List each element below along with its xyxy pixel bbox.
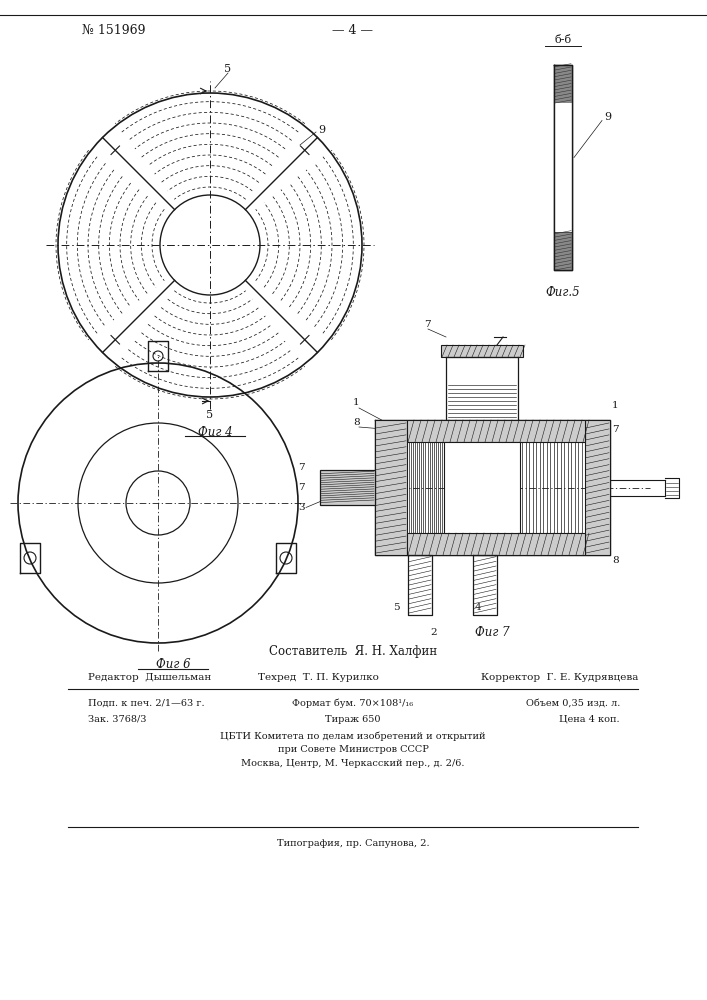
Text: Фиг 7: Фиг 7 <box>474 626 509 640</box>
Text: Фиг.5: Фиг.5 <box>546 286 580 298</box>
Text: 7: 7 <box>424 320 431 329</box>
Text: Типография, пр. Сапунова, 2.: Типография, пр. Сапунова, 2. <box>276 838 429 848</box>
Text: 9: 9 <box>318 125 325 135</box>
Text: Составитель  Я. Н. Халфин: Составитель Я. Н. Халфин <box>269 646 437 658</box>
Bar <box>320 470 375 504</box>
Text: Зак. 3768/3: Зак. 3768/3 <box>88 714 146 724</box>
Text: 5: 5 <box>393 603 399 612</box>
Text: 5: 5 <box>206 410 214 420</box>
Text: при Совете Министров СССР: при Совете Министров СССР <box>278 746 428 754</box>
Text: 7: 7 <box>298 483 305 491</box>
Text: — 4 —: — 4 — <box>332 23 373 36</box>
Text: Корректор  Г. Е. Кудрявцева: Корректор Г. Е. Кудрявцева <box>481 674 638 682</box>
Bar <box>375 420 407 555</box>
Text: б-б: б-б <box>554 35 572 45</box>
Text: 7: 7 <box>298 462 305 472</box>
Bar <box>407 533 585 555</box>
Text: 1: 1 <box>612 401 619 410</box>
Bar <box>554 232 572 270</box>
Text: Фиг 4: Фиг 4 <box>198 426 233 438</box>
Text: Фиг 6: Фиг 6 <box>156 658 190 672</box>
Bar <box>554 103 572 232</box>
Bar <box>441 345 523 357</box>
Text: Цена 4 коп.: Цена 4 коп. <box>559 714 620 724</box>
Text: Техред  Т. П. Курилко: Техред Т. П. Курилко <box>257 674 378 682</box>
Text: 5: 5 <box>224 64 232 74</box>
Text: 7: 7 <box>612 425 619 434</box>
Text: Редактор  Дышельман: Редактор Дышельман <box>88 674 211 682</box>
Text: Объем 0,35 изд. л.: Объем 0,35 изд. л. <box>525 698 620 708</box>
Text: Формат бум. 70×108¹/₁₆: Формат бум. 70×108¹/₁₆ <box>293 698 414 708</box>
Text: 4: 4 <box>475 603 481 612</box>
Text: 8: 8 <box>353 418 360 427</box>
Text: 1: 1 <box>353 398 360 407</box>
Bar <box>444 442 520 533</box>
Text: Подп. к печ. 2/1—63 г.: Подп. к печ. 2/1—63 г. <box>88 698 204 708</box>
Text: Москва, Центр, М. Черкасский пер., д. 2/6.: Москва, Центр, М. Черкасский пер., д. 2/… <box>241 760 464 768</box>
Text: 3: 3 <box>298 502 305 512</box>
Text: 8: 8 <box>612 556 619 565</box>
Bar <box>585 420 610 555</box>
Text: ЦБТИ Комитета по делам изобретений и открытий: ЦБТИ Комитета по делам изобретений и отк… <box>221 731 486 741</box>
Text: 2: 2 <box>430 628 437 637</box>
Text: 9: 9 <box>604 112 611 122</box>
Bar <box>554 65 572 103</box>
Text: Тираж 650: Тираж 650 <box>325 714 381 724</box>
Bar <box>407 420 585 442</box>
Text: № 151969: № 151969 <box>82 23 146 36</box>
